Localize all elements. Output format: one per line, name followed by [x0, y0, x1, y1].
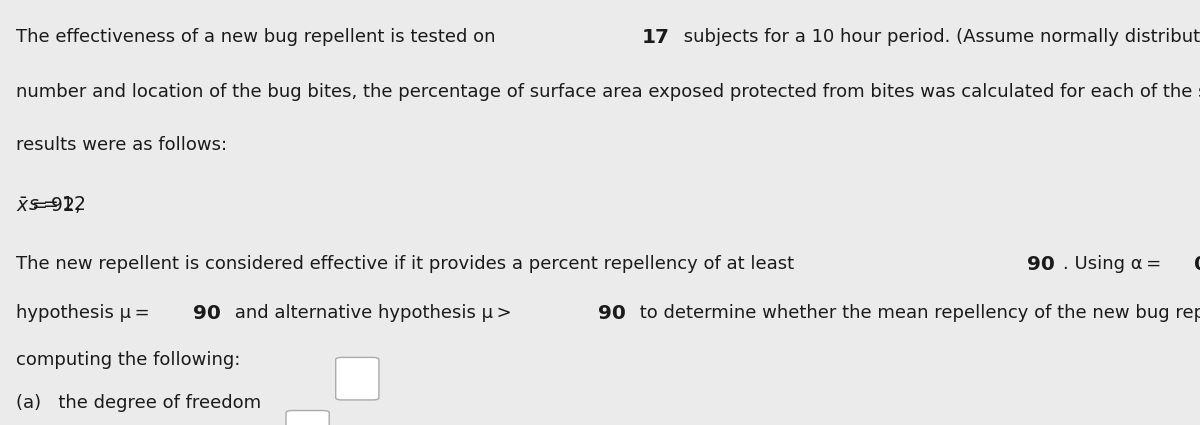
Text: and alternative hypothesis μ >: and alternative hypothesis μ >: [229, 304, 515, 322]
Text: $s = 12$: $s = 12$: [17, 196, 85, 215]
Text: computing the following:: computing the following:: [16, 351, 240, 368]
Text: The effectiveness of a new bug repellent is tested on: The effectiveness of a new bug repellent…: [16, 28, 500, 45]
Text: to determine whether the mean repellency of the new bug repellent is greater tha: to determine whether the mean repellency…: [634, 304, 1200, 322]
FancyBboxPatch shape: [336, 357, 379, 400]
Text: number and location of the bug bites, the percentage of surface area exposed pro: number and location of the bug bites, th…: [16, 83, 1200, 101]
Text: The new repellent is considered effective if it provides a percent repellency of: The new repellent is considered effectiv…: [16, 255, 799, 273]
Text: $\bar{x} = 92,$: $\bar{x} = 92,$: [16, 196, 80, 216]
Text: (a)   the degree of freedom: (a) the degree of freedom: [16, 394, 266, 412]
FancyBboxPatch shape: [286, 411, 329, 425]
Text: . Using α =: . Using α =: [1063, 255, 1165, 273]
Text: subjects for a 10 hour period. (Assume normally distributed population.) Based o: subjects for a 10 hour period. (Assume n…: [678, 28, 1200, 45]
Text: 90: 90: [1027, 255, 1055, 274]
Text: hypothesis μ =: hypothesis μ =: [16, 304, 152, 322]
Text: 17: 17: [642, 28, 670, 47]
Text: 90: 90: [193, 304, 221, 323]
Text: 0.01: 0.01: [1194, 255, 1200, 274]
Text: 90: 90: [598, 304, 626, 323]
Text: results were as follows:: results were as follows:: [16, 136, 227, 154]
